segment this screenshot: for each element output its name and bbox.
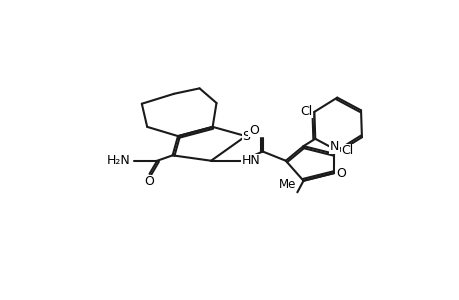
Text: O: O [335,167,345,180]
Text: O: O [144,176,154,188]
Text: H₂N: H₂N [106,154,130,167]
Text: HN: HN [241,154,260,167]
Text: O: O [248,124,258,137]
Text: Cl: Cl [299,105,311,118]
Text: Cl: Cl [341,144,353,157]
Text: N: N [329,140,338,153]
Text: S: S [242,130,250,142]
Text: Me: Me [278,178,295,191]
